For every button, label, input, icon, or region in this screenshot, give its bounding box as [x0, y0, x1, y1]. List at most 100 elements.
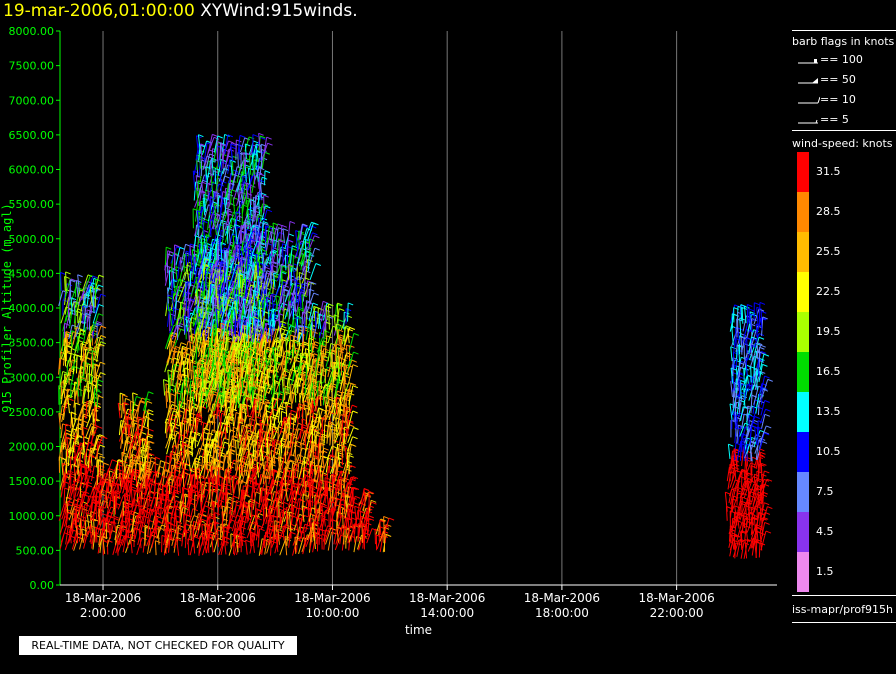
- wind-barb-flag: [66, 333, 72, 337]
- wind-barb: [157, 527, 160, 545]
- x-tick-date: 18-Mar-2006: [638, 591, 714, 605]
- wind-barb: [82, 441, 85, 459]
- wind-barb: [82, 284, 90, 301]
- wind-barb: [64, 424, 67, 443]
- wind-barb-flag: [116, 468, 122, 472]
- wind-barb: [220, 161, 223, 182]
- wind-barb: [99, 456, 102, 476]
- wind-barb: [174, 351, 180, 370]
- wind-barb-flag: [125, 499, 131, 503]
- wind-barb: [75, 280, 79, 298]
- wind-barb: [82, 408, 84, 427]
- wind-barb: [84, 349, 87, 368]
- wind-barb: [100, 496, 107, 516]
- wind-barb: [187, 327, 190, 342]
- wind-barb: [123, 493, 126, 509]
- wind-barb: [83, 313, 87, 331]
- wind-barb-flag: [253, 140, 259, 144]
- wind-barb: [129, 446, 132, 465]
- wind-barb: [223, 265, 226, 283]
- x-tick-date: 18-Mar-2006: [180, 591, 256, 605]
- wind-barb: [92, 288, 95, 308]
- wind-barb: [170, 346, 176, 364]
- wind-barb-flag: [125, 412, 131, 416]
- wind-barb: [118, 461, 122, 480]
- wind-barb-flag: [148, 418, 154, 422]
- wind-barb-flag: [147, 433, 154, 437]
- wind-barb-flag: [122, 472, 128, 476]
- wind-barb: [149, 527, 152, 545]
- wind-barb: [65, 486, 70, 504]
- wind-barb: [123, 455, 126, 472]
- wind-barb-flag: [255, 143, 262, 147]
- wind-barb: [156, 488, 159, 507]
- wind-barb: [173, 404, 179, 423]
- wind-barb-flag: [162, 475, 168, 479]
- wind-barb: [179, 257, 182, 272]
- wind-barb-flag: [67, 503, 73, 507]
- wind-barb: [142, 391, 149, 412]
- wind-barb: [173, 453, 176, 471]
- wind-barb: [148, 483, 151, 502]
- wind-barb: [85, 495, 90, 514]
- wind-barb: [73, 445, 77, 465]
- wind-barb-flag: [139, 530, 145, 534]
- wind-barb-flag: [80, 376, 86, 380]
- wind-barb: [75, 442, 81, 458]
- wind-barb: [130, 443, 136, 459]
- wind-barb-flag: [224, 175, 230, 179]
- wind-barb: [168, 340, 171, 357]
- wind-barb-flag: [132, 392, 138, 396]
- wind-barb: [188, 488, 190, 508]
- wind-barb-flag: [90, 511, 96, 514]
- wind-barb: [90, 525, 92, 544]
- wind-barb: [121, 514, 124, 532]
- wind-barb-flag: [83, 413, 90, 417]
- wind-barb: [158, 475, 163, 492]
- wind-barb: [88, 310, 91, 331]
- y-tick-label: 0.00: [30, 579, 55, 592]
- wind-barb: [122, 394, 124, 412]
- wind-barb-flag: [180, 342, 187, 346]
- wind-barb-flag: [67, 394, 73, 398]
- wind-barb-flag: [66, 345, 72, 349]
- wind-barb-flag: [128, 424, 135, 428]
- wind-barb: [229, 292, 232, 310]
- wind-barb: [151, 515, 156, 530]
- wind-barb: [105, 481, 108, 499]
- wind-barb: [144, 527, 147, 546]
- wind-barb: [87, 305, 92, 323]
- wind-barb-flag: [184, 429, 190, 433]
- wind-barb-flag: [100, 372, 106, 376]
- wind-barb: [58, 503, 65, 521]
- wind-barb: [136, 537, 143, 556]
- wind-barb: [116, 483, 118, 501]
- wind-barb: [79, 519, 82, 536]
- wind-barb-flag: [95, 401, 101, 405]
- wind-barb: [109, 521, 112, 539]
- wind-barb-flag: [111, 459, 118, 463]
- wind-barb: [94, 364, 97, 384]
- wind-barb: [71, 518, 74, 534]
- wind-barb-flag: [155, 470, 161, 474]
- wind-barb: [80, 343, 83, 361]
- wind-barb: [253, 482, 256, 499]
- wind-barb-flag: [62, 423, 68, 427]
- wind-barb-flag: [174, 244, 180, 248]
- wind-barb-flag: [266, 136, 272, 140]
- wind-barb: [75, 355, 78, 374]
- wind-barb: [134, 521, 140, 540]
- wind-barb-flag: [100, 325, 107, 329]
- wind-barb: [127, 502, 130, 522]
- wind-barb-flag: [73, 508, 79, 512]
- wind-barb-flag: [177, 532, 183, 536]
- wind-barb-flag: [175, 461, 181, 465]
- wind-barb: [60, 481, 64, 498]
- wind-barb-flag: [186, 519, 192, 523]
- x-tick-date: 18-Mar-2006: [294, 591, 370, 605]
- wind-barb: [169, 393, 172, 410]
- wind-barb: [71, 417, 74, 435]
- wind-barb: [172, 452, 178, 470]
- wind-barb-flag: [136, 395, 142, 399]
- wind-barb-flag: [148, 409, 154, 413]
